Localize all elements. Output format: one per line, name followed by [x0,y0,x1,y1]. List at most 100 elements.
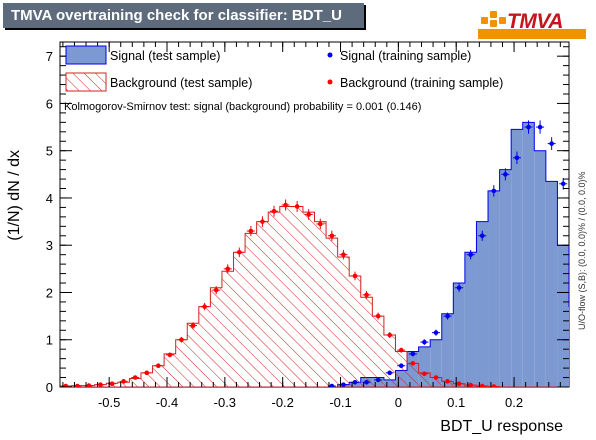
signal-test-bar [522,122,535,387]
signal-test-bar [464,252,477,387]
x-tick-label: -0.3 [214,395,236,410]
signal-train-point [422,339,427,345]
signal-train-point [352,379,358,385]
background-test-bar [279,206,292,387]
tmva-logo-icon [478,11,586,39]
background-train-point [109,381,115,386]
background-train-point [167,352,173,358]
legend-signal-train-label: Signal (training sample) [340,49,471,63]
signal-train-point [410,351,416,357]
background-test-bar [221,271,234,387]
legend-background-test-label: Background (test sample) [110,76,252,90]
background-train-point [468,382,473,387]
signal-train-point [341,382,346,387]
background-test-bar [314,221,327,387]
background-test-bar [407,363,419,387]
background-test-bar [441,381,454,387]
background-test-bar [430,377,442,387]
background-train-point [410,361,416,366]
background-train-point [364,292,369,298]
background-test-bar [187,323,199,387]
background-test-bar [210,287,222,387]
background-test-outline [60,205,569,387]
background-train-point [179,337,184,343]
y-tick-label: 2 [46,285,53,300]
background-train-point [329,233,335,239]
background-train-point [156,363,161,369]
signal-train-point [526,124,531,130]
signal-test-bar [441,313,454,387]
background-train-point [422,371,427,377]
background-test-bar [337,257,350,387]
signal-train-point [456,285,462,291]
background-test-bar [360,297,373,387]
x-tick-label: 0.1 [447,395,465,410]
legend-signal-test-swatch [65,45,107,65]
y-tick-label: 3 [46,238,53,253]
signal-train-point [468,252,473,257]
background-train-point [445,379,450,384]
ks-test-annotation: Kolmogorov-Smirnov test: signal (backgro… [64,101,421,113]
plot-title: TMVA overtraining check for classifier: … [3,3,364,28]
signal-test-bar [534,150,546,387]
background-test-bar [326,238,338,387]
background-test-bar [256,221,269,387]
y-tick-label: 0 [46,380,53,395]
background-train-point [132,375,138,380]
signal-train-point [537,124,543,130]
y-tick-label: 6 [46,96,53,111]
background-test-bar [233,252,246,387]
background-test-bar [152,365,165,387]
legend: Signal (test sample) Background (test sa… [65,45,503,92]
signal-train-point [364,379,369,385]
signal-train-point [491,188,497,194]
background-train-point [237,250,242,255]
signal-test-bar [511,129,523,387]
x-tick-label: -0.5 [98,395,120,410]
signal-test-bar [430,339,442,387]
background-test-bar [291,206,303,387]
background-test-bar [164,353,176,387]
signal-train-point [433,330,439,335]
background-train-point [375,313,381,319]
background-train-point [248,228,254,234]
background-train-point [144,370,150,376]
background-train-point [213,287,219,293]
background-train-point [456,381,462,386]
signal-test-bar [488,190,500,387]
background-test-bar [418,372,431,387]
signal-test-bar [545,181,558,387]
x-tick-label: -0.1 [329,395,351,410]
background-test-bar [117,382,130,387]
legend-background-train-marker [327,79,333,85]
background-test-bar [268,212,280,387]
signal-train-point [479,233,485,239]
background-train-point [398,347,404,353]
background-train-point [491,384,497,387]
signal-train-point [387,370,392,376]
background-train-point [387,332,392,338]
background-train-point [283,202,288,208]
background-test-bar [245,233,257,387]
signal-train-point [375,377,381,383]
background-train-point [63,383,69,387]
y-axis-title: (1/N) dN / dx [6,150,23,241]
background-train-point [98,382,103,387]
legend-signal-test-label: Signal (test sample) [110,49,220,63]
background-test-bar [302,212,315,387]
legend-background-train-label: Background (training sample) [340,76,503,90]
background-train-point [306,212,312,217]
background-train-point [352,273,358,279]
signal-train-point [560,181,566,187]
x-tick-label: -0.4 [156,395,178,410]
y-tick-label: 4 [46,191,53,206]
background-test-bar [140,372,153,387]
background-train-point [317,221,323,227]
y-tick-label: 1 [46,333,53,348]
overflow-annotation: U/O-flow (S,B): (0.0, 0.0)% / (0.0, 0.0)… [577,171,587,330]
background-train-point [121,379,126,384]
background-test-bar [372,316,384,387]
background-train-point [271,208,277,214]
background-test-bar [175,339,188,387]
signal-train-point [514,155,520,161]
